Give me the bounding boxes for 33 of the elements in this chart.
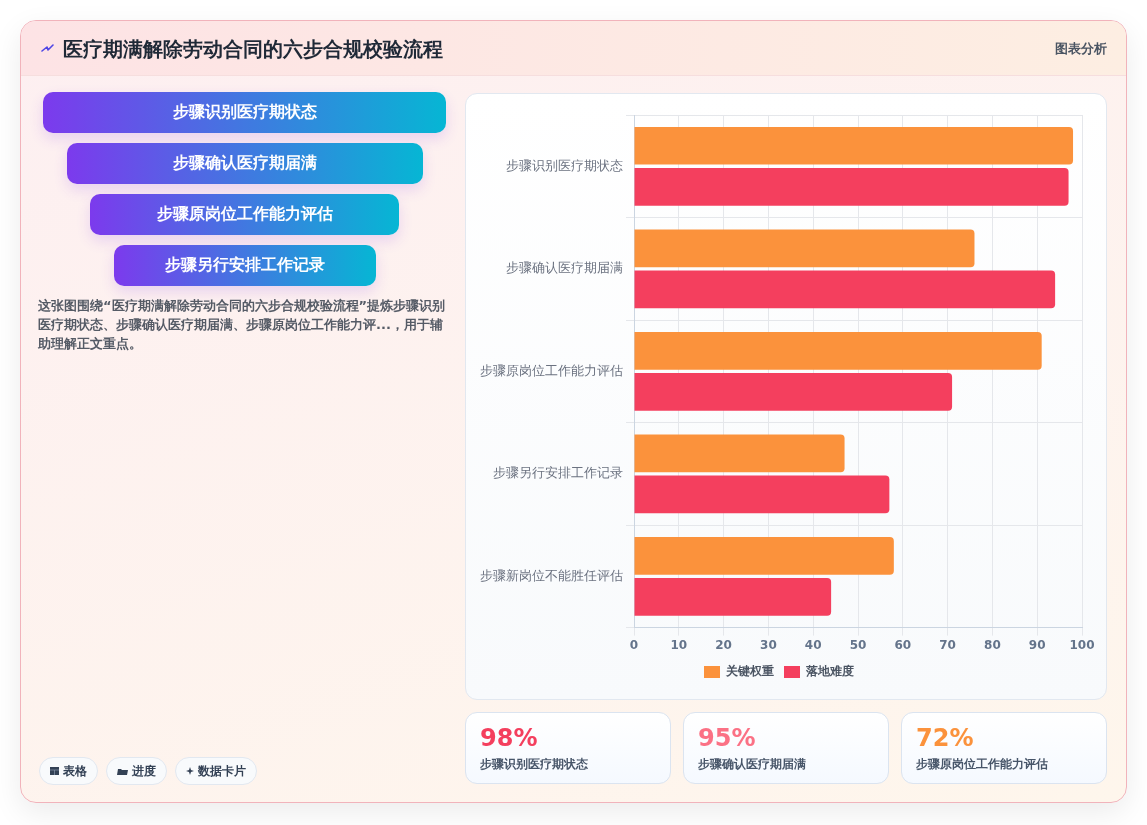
- x-tick-label: 90: [1028, 637, 1046, 652]
- text: 这张图围绕“医疗期满解除劳动合同的六步合规校验流程”提炼步骤识别医疗期状态、步骤确认医疗期届满、步骤原岗位工作能力评...，用于辅助理解正文重点。: [38, 298, 446, 351]
- text: 步骤原岗位工作能力评估: [916, 757, 1048, 771]
- x-tick-label: 60: [894, 637, 912, 652]
- y-tick-label: 步骤另行安排工作记录: [493, 465, 623, 481]
- legend-label: 落地难度: [805, 664, 854, 679]
- y-tick-label: 步骤原岗位工作能力评估: [480, 362, 623, 378]
- x-tick-label: 20: [715, 637, 732, 652]
- category-label: 步骤原岗位工作能力评估: [156, 204, 333, 225]
- y-tick-label: 步骤识别医疗期状态: [506, 157, 623, 173]
- x-tick-label: 100: [1069, 637, 1095, 652]
- x-tick-label: 30: [760, 637, 777, 652]
- text: 表格: [63, 762, 87, 780]
- x-tick-label: 10: [670, 637, 688, 652]
- x-tick-label: 0: [629, 637, 639, 652]
- text: 图表分析: [1055, 41, 1107, 56]
- x-tick-label: 50: [849, 637, 867, 652]
- y-tick-label: 步骤确认医疗期届满: [506, 260, 623, 276]
- y-tick-label: 步骤新岗位不能胜任评估: [480, 567, 623, 583]
- text: 98%: [480, 724, 538, 752]
- x-tick-label: 80: [984, 637, 1001, 652]
- text: 进度: [132, 762, 156, 780]
- text: 95%: [698, 724, 756, 752]
- category-label: 步骤识别医疗期状态: [172, 102, 317, 123]
- text: 数据卡片: [198, 762, 246, 780]
- category-label: 步骤确认医疗期届满: [172, 153, 317, 174]
- text: 医疗期满解除劳动合同的六步合规校验流程: [63, 37, 443, 61]
- legend-label: 关键权重: [725, 664, 774, 679]
- x-tick-label: 70: [939, 637, 956, 652]
- text: 步骤确认医疗期届满: [698, 757, 806, 771]
- category-label: 步骤另行安排工作记录: [164, 255, 325, 276]
- text: 72%: [916, 724, 974, 752]
- x-tick-label: 40: [804, 637, 822, 652]
